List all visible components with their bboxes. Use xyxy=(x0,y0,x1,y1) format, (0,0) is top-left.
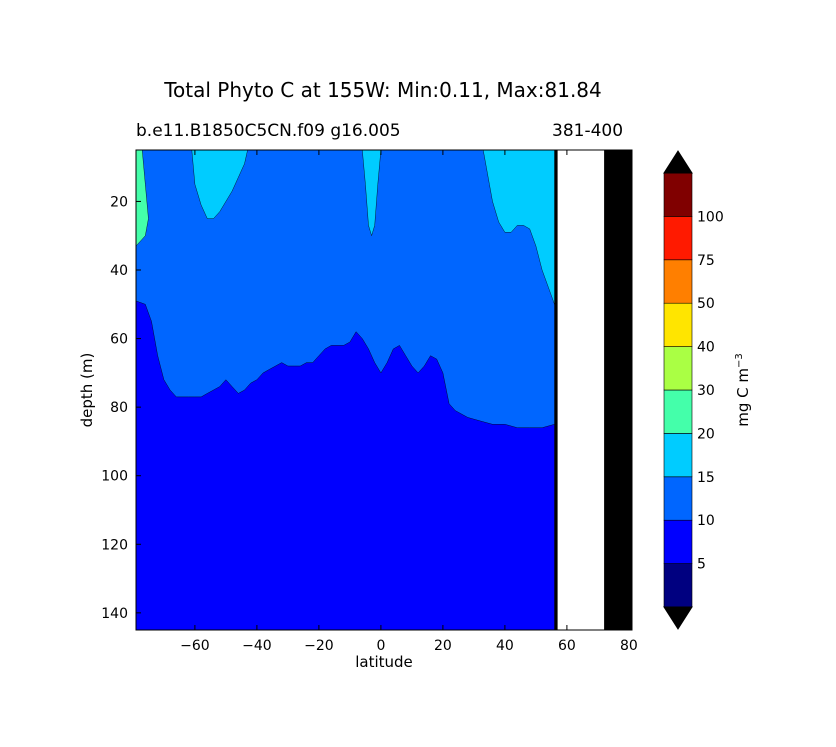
x-tick-label: 0 xyxy=(376,638,385,654)
colorbar-label: mg C m−3 xyxy=(734,353,752,427)
colorbar-tick-label: 40 xyxy=(697,340,715,356)
colorbar-segment xyxy=(663,476,693,521)
colorbar-tick-label: 30 xyxy=(697,383,715,399)
colorbar-segment xyxy=(663,519,693,564)
colorbar-label-text: mg C m xyxy=(734,368,752,427)
y-axis-label: depth (m) xyxy=(78,353,96,428)
colorbar-tick-label: 100 xyxy=(697,209,724,225)
chart-subtitle-case: b.e11.B1850C5CN.f09 g16.005 xyxy=(136,121,401,141)
colorbar-segment xyxy=(663,172,693,217)
x-tick-label: 60 xyxy=(558,638,576,654)
x-axis-ticks: −60 −40 −20 0 20 40 60 80 xyxy=(180,150,638,654)
y-tick-label: 60 xyxy=(110,332,128,348)
colorbar-tick-label: 50 xyxy=(697,296,715,312)
y-tick-label: 80 xyxy=(110,400,128,416)
colorbar-segment xyxy=(663,302,693,347)
x-tick-label: 40 xyxy=(496,638,514,654)
x-axis-label: latitude xyxy=(355,653,413,671)
colorbar-extend-top xyxy=(663,150,693,174)
colorbar-label-exponent: −3 xyxy=(734,353,745,368)
colorbar-segment xyxy=(663,433,693,478)
y-tick-label: 40 xyxy=(110,263,128,279)
x-tick-label: −60 xyxy=(180,638,210,654)
x-tick-label: 80 xyxy=(620,638,638,654)
no-data-region xyxy=(557,150,605,630)
x-tick-label: −40 xyxy=(242,638,272,654)
x-tick-label: −20 xyxy=(304,638,334,654)
colorbar-segment xyxy=(663,346,693,391)
y-tick-label: 100 xyxy=(101,469,128,485)
colorbar-tick-label: 15 xyxy=(697,470,715,486)
colorbar-segment xyxy=(663,389,693,434)
colorbar-tick-label: 5 xyxy=(697,557,706,573)
y-axis-ticks: 20 40 60 80 100 120 140 xyxy=(101,194,632,622)
colorbar-tick-label: 75 xyxy=(697,253,715,269)
chart-subtitle-years: 381-400 xyxy=(552,121,624,141)
colorbar-segment xyxy=(663,563,693,608)
contour-band-10 xyxy=(136,150,555,428)
x-tick-label: 20 xyxy=(434,638,452,654)
contour-band-20 xyxy=(136,150,149,247)
plot-frame xyxy=(135,149,633,631)
contour-band-15 xyxy=(136,150,555,305)
colorbar-tick-label: 10 xyxy=(697,513,715,529)
y-tick-label: 20 xyxy=(110,194,128,210)
colorbar-extend-bottom xyxy=(663,606,693,630)
y-tick-label: 140 xyxy=(101,606,128,622)
contour-layer xyxy=(136,150,555,630)
colorbar-tick-label: 20 xyxy=(697,426,715,442)
chart-title: Total Phyto C at 155W: Min:0.11, Max:81.… xyxy=(164,78,602,102)
colorbar-segment xyxy=(663,259,693,304)
y-tick-label: 120 xyxy=(101,537,128,553)
colorbar: 5 10 15 20 30 40 50 75 100 xyxy=(663,150,724,630)
colorbar-segment xyxy=(663,216,693,261)
